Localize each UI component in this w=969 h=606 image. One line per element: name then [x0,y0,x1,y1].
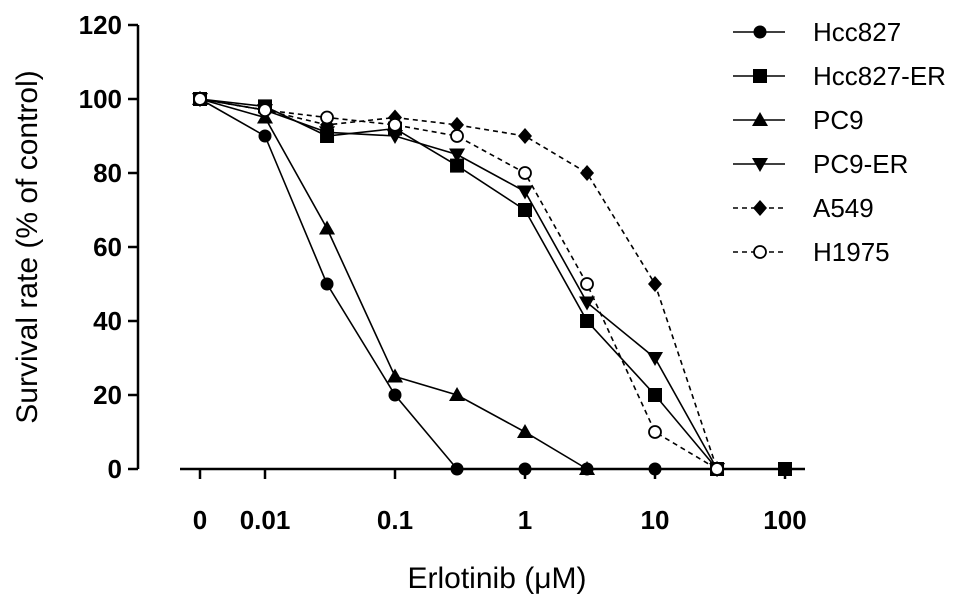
data-point [387,368,403,383]
data-point [648,276,662,292]
x-axis-title: Erlotinib (μM) [408,562,587,595]
series-layer [192,91,792,477]
data-point [518,462,532,476]
legend-marker [753,200,767,216]
data-point [580,314,595,328]
data-point [450,129,464,143]
x-tick-label: 10 [641,505,670,535]
data-point [710,462,724,476]
data-point [580,277,594,291]
series-line [199,98,588,470]
legend-label: PC9-ER [813,149,908,179]
legend-item: PC9-ER [733,149,908,179]
data-point [319,126,336,141]
legend-item: A549 [733,193,874,223]
legend-label: Hcc827 [813,17,901,47]
series-line [199,98,718,470]
legend-item: Hcc827-ER [733,61,946,91]
data-point [647,352,663,366]
y-axis-title: Survival rate (% of control) [11,70,44,423]
legend-item: PC9 [733,105,864,135]
legend-item: Hcc827 [733,17,901,47]
data-point [320,110,334,125]
x-tick-label: 0.1 [377,505,413,535]
legend-marker [753,69,767,83]
legend-label: PC9 [813,105,864,135]
y-tick-label: 40 [93,306,122,336]
data-point [648,388,662,402]
data-point [388,118,402,132]
y-tick-label: 120 [79,10,122,40]
data-point [579,461,596,475]
legend-item: H1975 [733,237,890,267]
data-point [518,203,532,217]
y-tick-label: 60 [93,232,122,262]
legend-label: Hcc827-ER [813,61,946,91]
series-pc9 [192,91,596,475]
x-tick-label: 0 [193,505,207,535]
data-point [517,185,533,200]
legend-label: H1975 [813,237,890,267]
data-point [517,424,533,438]
x-tick-label: 0.01 [240,505,291,535]
data-point [518,128,532,144]
data-point [449,387,466,401]
axes: 0 20 40 60 80 100 120 0 0.01 0.1 1 10 100 [79,10,807,535]
y-tick-label: 80 [93,158,122,188]
data-point [258,129,272,143]
data-point [258,103,272,117]
legend-marker [753,25,767,39]
legend-marker [752,112,768,126]
x-tick-label: 100 [763,505,806,535]
legend-label: A549 [813,193,874,223]
series-line [199,98,655,470]
y-tick-label: 20 [93,380,122,410]
data-point [193,92,207,106]
y-tick-label: 0 [108,454,122,484]
data-point [648,462,662,476]
data-point [518,166,532,180]
y-tick-label: 100 [79,84,122,114]
data-point [579,296,596,311]
legend-marker [752,158,768,172]
legend-marker [753,245,767,259]
data-point [450,462,464,476]
data-point [580,165,595,181]
series-h1975 [193,92,724,476]
data-point [648,425,662,439]
legend: Hcc827 Hcc827-ER PC9 PC9-ER A549 H1975 [733,17,946,267]
x-tick-label: 1 [518,505,532,535]
data-point [388,388,402,402]
data-point [449,148,466,163]
data-point [320,277,334,291]
data-point [450,158,465,173]
data-point [778,462,792,476]
data-point [319,220,336,235]
data-point [387,130,403,144]
data-point [450,116,465,133]
